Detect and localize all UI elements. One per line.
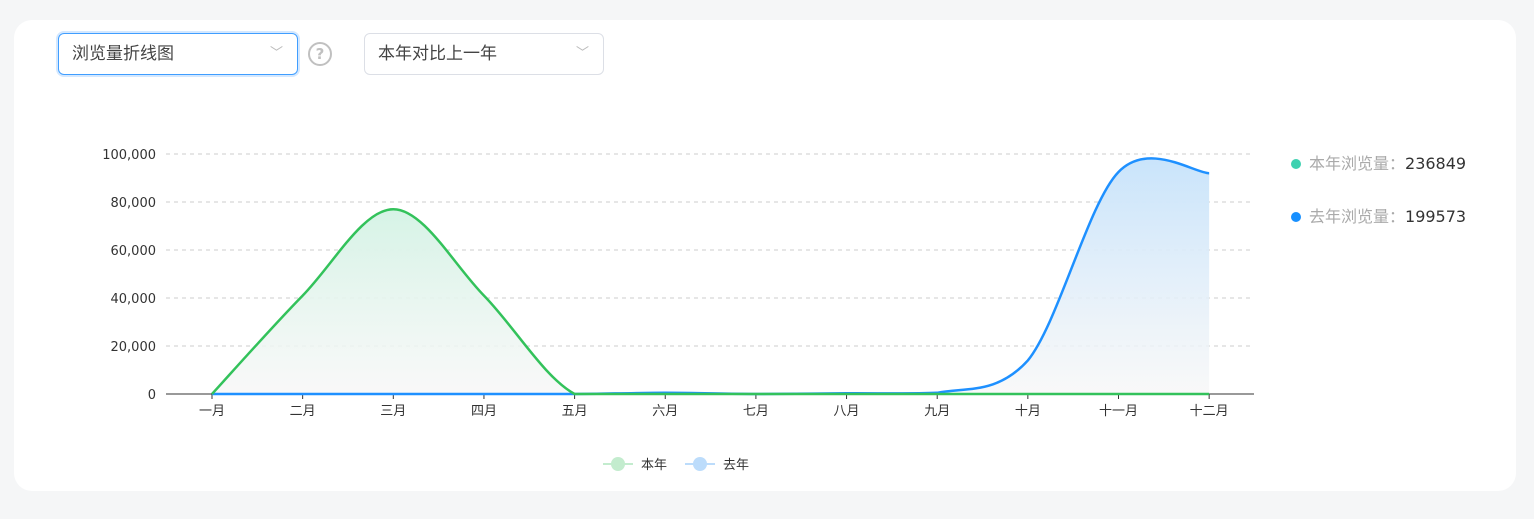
chevron-down-icon: ﹀ (575, 46, 589, 61)
legend-marker (693, 457, 707, 471)
x-tick-label: 十二月 (1190, 404, 1229, 419)
dot-icon (1291, 159, 1301, 169)
chart-type-select[interactable]: 浏览量折线图 ﹀ (58, 33, 298, 75)
summary-label: 本年浏览量： (1309, 154, 1406, 173)
x-tick-label: 十一月 (1099, 404, 1138, 419)
legend-item-0[interactable]: 本年 (603, 457, 667, 473)
x-tick-label: 四月 (471, 404, 497, 419)
series-area-1 (212, 158, 1210, 394)
x-tick-label: 十月 (1015, 404, 1041, 419)
legend-label: 本年 (641, 458, 667, 473)
x-tick-label: 七月 (743, 404, 769, 419)
series-area-0 (212, 209, 1210, 394)
question-circle-icon[interactable]: ? (308, 42, 332, 66)
summary-value: 199573 (1405, 207, 1467, 226)
legend-marker (611, 457, 625, 471)
y-tick-label: 20,000 (111, 340, 157, 355)
legend-item-1[interactable]: 去年 (685, 457, 749, 473)
x-tick-label: 二月 (290, 404, 316, 419)
summary-value: 236849 (1405, 154, 1467, 173)
chart-card: 浏览量折线图 ﹀ ? 本年对比上一年 ﹀ 本年浏览量：236849 去年浏览量：19… (14, 20, 1516, 491)
x-tick-label: 三月 (380, 404, 406, 419)
chart-type-value: 浏览量折线图 (72, 44, 174, 64)
summary-this-year: 本年浏览量：236849 (1291, 150, 1466, 174)
chevron-down-icon: ﹀ (269, 46, 283, 61)
y-tick-label: 100,000 (102, 148, 156, 163)
summary-label: 去年浏览量： (1309, 207, 1406, 226)
series-line-0 (211, 207, 1210, 396)
x-tick-label: 一月 (199, 404, 225, 419)
x-tick-label: 六月 (652, 404, 678, 419)
x-tick-label: 九月 (924, 404, 950, 419)
compare-select[interactable]: 本年对比上一年 ﹀ (364, 33, 604, 75)
legend-label: 去年 (723, 458, 749, 473)
y-tick-label: 0 (148, 388, 156, 403)
x-tick-label: 八月 (834, 404, 860, 419)
y-tick-label: 60,000 (111, 244, 157, 259)
dot-icon (1291, 212, 1301, 222)
y-tick-label: 80,000 (111, 196, 157, 211)
summary-last-year: 去年浏览量：199573 (1291, 203, 1466, 227)
compare-value: 本年对比上一年 (378, 44, 497, 64)
x-tick-label: 五月 (562, 404, 588, 419)
y-tick-label: 40,000 (111, 292, 157, 307)
